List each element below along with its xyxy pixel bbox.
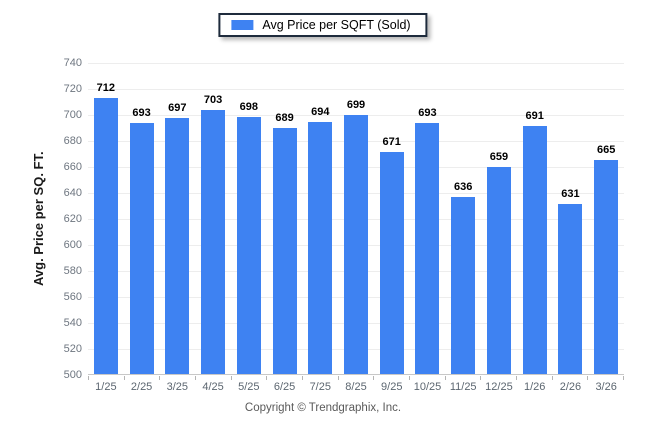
legend-box: Avg Price per SQFT (Sold) (218, 13, 428, 37)
x-tick-mark (303, 376, 339, 380)
y-tick-label: 680 (63, 135, 82, 147)
bar-cell-12/25: 659 (481, 63, 517, 374)
bar-value-label: 698 (239, 100, 258, 113)
bar-value-label: 712 (96, 82, 116, 95)
bar-value-label: 699 (346, 99, 366, 112)
y-tick-label: 640 (63, 187, 82, 199)
bar-cell-11/25: 636 (445, 63, 481, 374)
x-axis-label: 12/25 (485, 381, 513, 393)
bar-cell-3/25: 697 (159, 63, 195, 374)
bar-1/25 (93, 98, 118, 374)
y-tick-label: 500 (63, 369, 82, 381)
bar-6/25 (272, 128, 297, 374)
x-axis-label: 3/26 (595, 381, 617, 393)
y-tick-label: 620 (63, 213, 82, 225)
bar-cell-10/25: 693 (410, 63, 446, 374)
x-axis-label: 4/25 (202, 381, 224, 393)
y-tick-label: 540 (63, 317, 82, 329)
bar-cell-8/25: 699 (338, 63, 374, 374)
x-tick-mark (232, 376, 268, 380)
x-axis-label: 11/25 (449, 381, 477, 393)
bar-value-label: 665 (596, 143, 616, 156)
plot-area: 712 693 697 703 698 689 694 699 671 693 636 659 691 6… (88, 63, 624, 375)
bar-cell-3/26: 665 (588, 63, 624, 374)
bar-value-label: 703 (203, 94, 223, 107)
bar-8/25 (344, 115, 368, 374)
x-tick-mark (410, 376, 446, 380)
x-axis-label: 7/25 (309, 381, 331, 393)
y-tick-label: 720 (63, 83, 82, 95)
x-axis-label: 5/25 (238, 381, 260, 393)
x-axis-label: 3/25 (166, 381, 189, 393)
bar-11/25 (451, 197, 476, 374)
x-axis-label: 9/25 (381, 381, 403, 393)
legend-label: Avg Price per SQFT (Sold) (262, 18, 411, 32)
gridline (88, 63, 624, 64)
bar-value-label: 693 (132, 107, 151, 120)
x-tick-mark (125, 376, 161, 380)
y-tick-label: 600 (63, 239, 82, 251)
x-tick-mark (267, 376, 304, 380)
y-tick-label: 560 (63, 291, 82, 303)
x-tick-mark (374, 376, 411, 380)
bar-value-label: 693 (418, 107, 437, 120)
bar-cell-4/25: 703 (195, 63, 231, 374)
bar-9/25 (379, 151, 404, 374)
y-tick-label: 740 (63, 57, 82, 69)
x-axis-label: 2/26 (559, 381, 582, 393)
bar-series: 712 693 697 703 698 689 694 699 671 693 636 659 691 6… (88, 63, 624, 374)
x-tick-mark (196, 376, 232, 380)
x-tick-mark (481, 376, 518, 380)
x-tick-mark (517, 376, 553, 380)
y-tick-label: 700 (63, 109, 82, 121)
bar-cell-1/25: 712 (88, 63, 124, 374)
bar-value-label: 671 (382, 135, 401, 148)
copyright-text: Copyright © Trendgraphix, Inc. (244, 402, 402, 414)
bar-5/25 (236, 116, 261, 374)
x-axis-label: 2/25 (130, 381, 153, 393)
x-axis-label: 1/26 (523, 381, 546, 393)
x-axis-label: 8/25 (345, 381, 367, 393)
x-tick-mark (588, 376, 625, 380)
bar-12/25 (486, 167, 511, 374)
bar-7/25 (308, 121, 333, 374)
y-tick-label: 520 (63, 343, 82, 355)
bar-cell-2/26: 631 (553, 63, 589, 374)
bar-1/26 (522, 125, 547, 374)
gridline (88, 89, 624, 90)
x-tick-mark (160, 376, 197, 380)
x-axis-labels: 1/25 2/25 3/25 4/25 5/25 6/25 7/25 8/25 9/25 10/2… (88, 381, 624, 393)
x-tick-mark (553, 376, 589, 380)
x-axis-label: 6/25 (273, 381, 296, 393)
bar-cell-5/25: 698 (231, 63, 267, 374)
legend-swatch-icon (231, 20, 254, 30)
x-tick-mark (446, 376, 482, 380)
bar-value-label: 631 (561, 187, 580, 200)
bar-value-label: 659 (489, 151, 509, 164)
bar-cell-1/26: 691 (517, 63, 553, 374)
bar-cell-2/25: 693 (124, 63, 160, 374)
y-tick-label: 580 (63, 265, 82, 277)
bar-value-label: 691 (525, 109, 544, 122)
bar-cell-7/25: 694 (302, 63, 338, 374)
bar-2/25 (129, 123, 154, 374)
bar-value-label: 636 (454, 181, 473, 194)
bar-4/25 (201, 110, 226, 374)
x-axis-tick-marks (88, 376, 625, 380)
bar-value-label: 694 (311, 105, 330, 118)
x-axis-label: 10/25 (413, 381, 442, 393)
x-tick-mark (88, 376, 125, 380)
bar-10/25 (415, 123, 440, 374)
bar-cell-9/25: 671 (374, 63, 410, 374)
y-tick-label: 660 (63, 161, 82, 173)
x-tick-mark (339, 376, 375, 380)
bar-2/26 (558, 203, 583, 374)
x-axis-label: 1/25 (95, 381, 117, 393)
bar-value-label: 689 (275, 112, 294, 125)
bar-3/25 (165, 117, 190, 374)
bar-3/26 (594, 159, 619, 374)
bar-cell-6/25: 689 (267, 63, 303, 374)
bar-value-label: 697 (168, 101, 187, 114)
